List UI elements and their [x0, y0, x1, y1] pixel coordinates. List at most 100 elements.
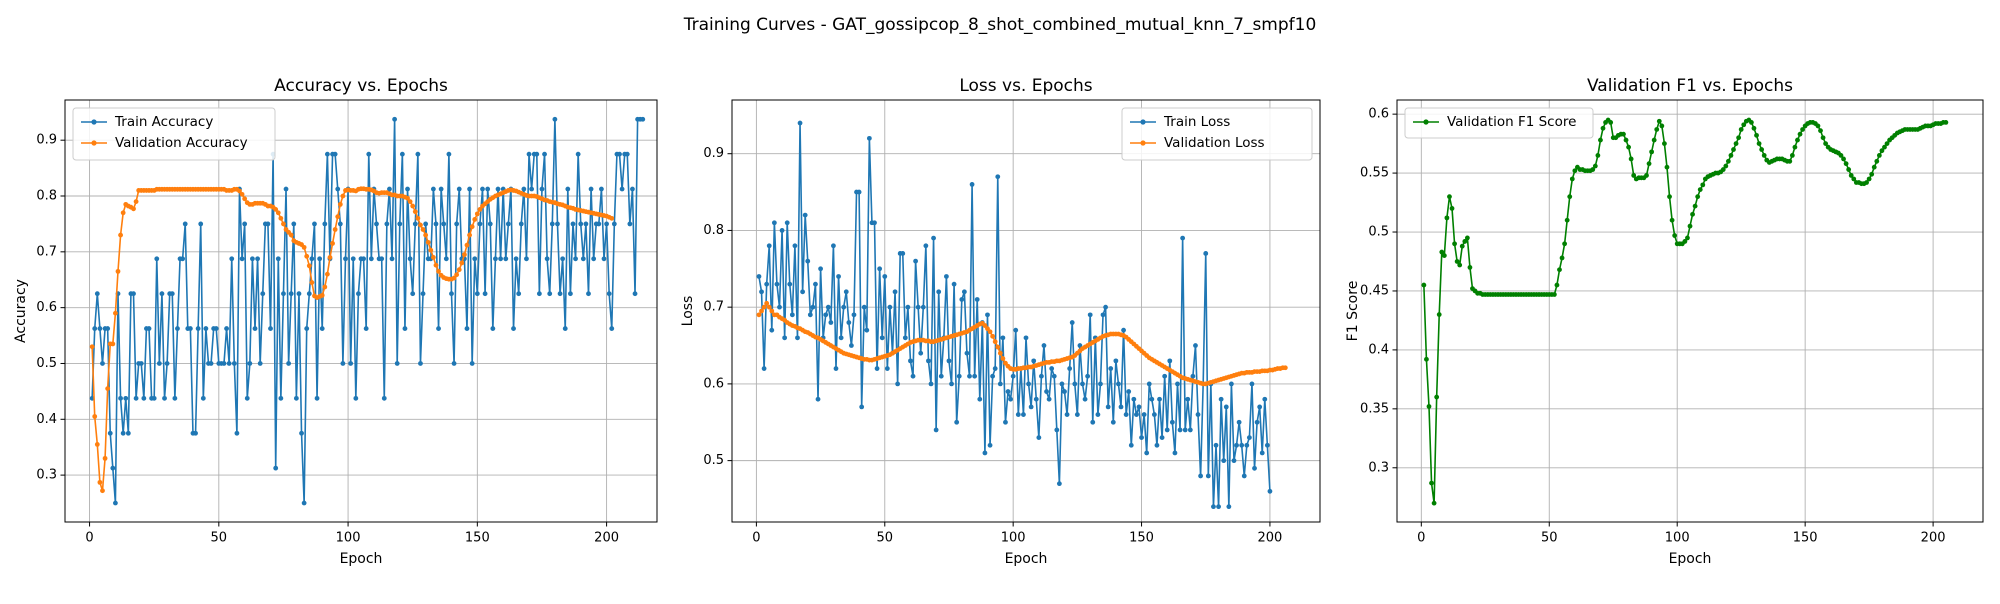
loss-data-point [882, 274, 888, 279]
accuracy-data-point [301, 500, 307, 506]
accuracy-data-point [560, 256, 566, 262]
accuracy-data-point [229, 256, 235, 262]
loss-data-point [1252, 465, 1257, 471]
loss-data-point [1126, 389, 1132, 394]
loss-y-tick-label: 0.5 [703, 453, 724, 468]
f1-data-point [1457, 262, 1463, 268]
accuracy-data-point [467, 186, 472, 192]
accuracy-x-tick-label: 100 [336, 531, 361, 546]
f1-data-point [1789, 153, 1795, 158]
f1-data-point [1851, 176, 1857, 182]
accuracy-data-point [436, 268, 441, 274]
accuracy-data-point [451, 275, 457, 281]
accuracy-data-point [255, 256, 260, 262]
f1-data-point [1795, 137, 1800, 143]
accuracy-data-point [252, 326, 258, 331]
f1-data-point [1447, 194, 1452, 200]
loss-data-point [846, 320, 852, 325]
accuracy-data-point [244, 395, 250, 401]
accuracy-data-point [314, 395, 320, 401]
accuracy-data-point [381, 395, 387, 401]
accuracy-data-point [123, 395, 129, 401]
f1-data-point [1590, 167, 1596, 172]
accuracy-data-point [237, 188, 242, 194]
accuracy-data-point [524, 256, 529, 262]
loss-data-point [995, 174, 1001, 180]
f1-data-point [1843, 161, 1849, 167]
f1-data-point [1692, 203, 1698, 209]
loss-data-point [874, 366, 880, 371]
accuracy-data-point [580, 256, 586, 262]
f1-data-point [1651, 137, 1657, 143]
accuracy-data-point [133, 199, 139, 204]
f1-data-point [1690, 211, 1695, 217]
accuracy-data-point [464, 326, 470, 331]
accuracy-data-point [418, 222, 423, 228]
loss-series-0 [756, 120, 1273, 510]
loss-data-point [1229, 381, 1234, 387]
loss-data-point [985, 312, 990, 318]
f1-data-point [1626, 144, 1631, 150]
accuracy-data-point [97, 326, 103, 331]
accuracy-data-point [156, 361, 162, 366]
loss-data-point [831, 243, 836, 249]
loss-data-point [1231, 458, 1237, 464]
loss-data-point [872, 220, 877, 226]
accuracy-data-point [363, 326, 369, 331]
accuracy-data-point [250, 256, 255, 262]
loss-data-point [1195, 412, 1201, 417]
f1-data-point [1628, 156, 1634, 162]
loss-data-point [859, 404, 865, 410]
accuracy-data-point [472, 256, 478, 262]
accuracy-data-point [518, 221, 524, 227]
f1-x-tick-label: 0 [1417, 531, 1425, 546]
accuracy-legend: Train Accuracy Validation Accuracy [72, 107, 276, 161]
accuracy-data-point [474, 211, 480, 217]
loss-data-point [915, 304, 921, 310]
f1-data-point [1595, 153, 1601, 158]
loss-data-point [1205, 473, 1211, 479]
loss-data-point [764, 300, 770, 306]
loss-data-point [843, 289, 849, 295]
f1-data-point [1644, 173, 1649, 178]
accuracy-data-point [324, 271, 330, 277]
loss-data-point [990, 333, 996, 339]
accuracy-data-point [281, 291, 286, 297]
accuracy-data-point [309, 256, 315, 262]
loss-data-point [992, 339, 998, 345]
accuracy-data-point [415, 151, 421, 157]
loss-data-point [818, 266, 823, 272]
f1-data-point [1467, 264, 1473, 270]
accuracy-data-point [268, 326, 273, 331]
f1-data-point [1841, 156, 1846, 162]
loss-data-point [902, 335, 908, 341]
f1-legend-label: Validation F1 Score [1447, 114, 1576, 130]
f1-data-point [1846, 167, 1852, 172]
loss-data-point [918, 350, 924, 356]
accuracy-data-point [301, 244, 307, 250]
f1-data-point [1879, 148, 1885, 154]
f1-data-point [1459, 243, 1465, 249]
accuracy-data-point [630, 186, 635, 192]
accuracy-data-point [495, 186, 501, 192]
accuracy-data-point [368, 256, 374, 262]
loss-data-point [1236, 419, 1242, 425]
loss-data-point [1036, 435, 1042, 440]
f1-data-point [1454, 259, 1460, 264]
loss-data-point [851, 312, 857, 318]
f1-y-tick-label: 0.45 [1360, 283, 1389, 298]
accuracy-data-point [609, 326, 615, 331]
accuracy-data-point [213, 326, 219, 331]
loss-data-point [761, 304, 767, 310]
f1-data-point [1820, 135, 1826, 141]
accuracy-data-point [544, 256, 550, 262]
accuracy-data-point [198, 221, 204, 227]
accuracy-data-point [131, 206, 136, 212]
accuracy-data-point [293, 395, 299, 401]
loss-data-point [774, 281, 780, 287]
accuracy-data-point [159, 291, 165, 297]
loss-x-tick-label: 200 [1258, 531, 1283, 546]
loss-data-point [782, 335, 788, 341]
accuracy-data-point [275, 256, 281, 262]
loss-data-point [895, 381, 901, 387]
